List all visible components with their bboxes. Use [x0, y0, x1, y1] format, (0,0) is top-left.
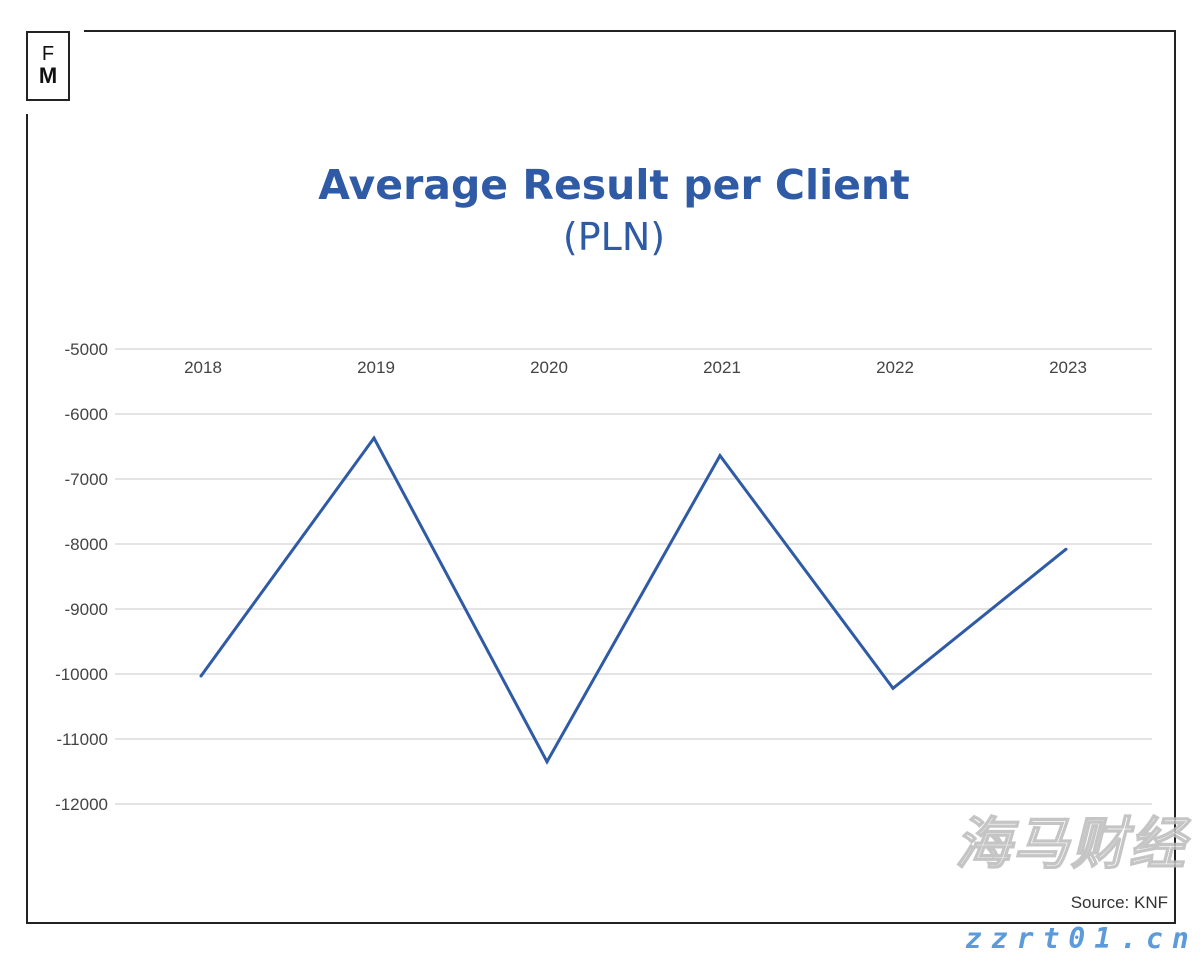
x-tick-label: 2021 — [703, 358, 741, 377]
watermark-url: zzrt01.cn — [965, 922, 1198, 955]
x-tick-label: 2020 — [530, 358, 568, 377]
y-tick-label: -7000 — [65, 470, 108, 489]
logo-letter-m: M — [38, 63, 58, 88]
watermark-chinese: 海马财经 — [954, 811, 1187, 878]
y-tick-label: -8000 — [65, 535, 108, 554]
y-tick-label: -6000 — [65, 405, 108, 424]
x-tick-label: 2019 — [357, 358, 395, 377]
data-point — [372, 436, 376, 440]
fm-logo: F M — [26, 31, 70, 101]
chart-subtitle: (PLN) — [562, 215, 666, 259]
data-point — [199, 674, 203, 678]
y-tick-label: -5000 — [65, 340, 108, 359]
logo-letter-f: F — [41, 43, 55, 65]
y-tick-label: -10000 — [55, 665, 108, 684]
y-tick-label: -11000 — [56, 730, 108, 749]
y-tick-label: -9000 — [65, 600, 108, 619]
chart-frame — [26, 30, 1176, 924]
x-tick-label: 2023 — [1049, 358, 1087, 377]
data-point — [545, 760, 549, 764]
chart-title: Average Result per Client — [318, 161, 910, 209]
data-point — [718, 454, 722, 458]
data-point — [1064, 547, 1068, 551]
y-tick-label: -12000 — [55, 795, 108, 814]
series-line — [199, 435, 1067, 765]
x-tick-label: 2022 — [876, 358, 914, 377]
source-note: Source: KNF — [1070, 893, 1168, 912]
data-point — [891, 686, 895, 690]
x-tick-label: 2018 — [184, 358, 222, 377]
